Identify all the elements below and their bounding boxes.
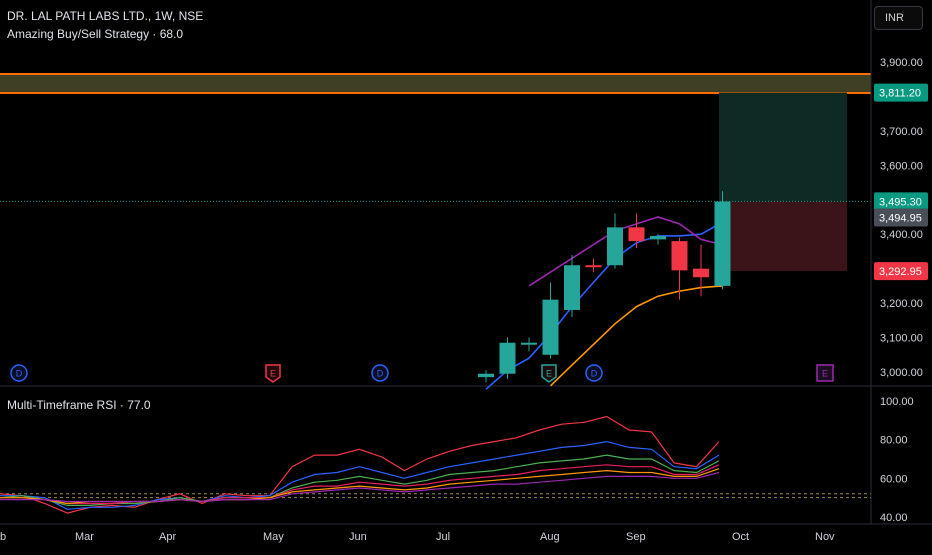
time-tick-label: Jul: [436, 531, 450, 543]
candle: [693, 244, 709, 297]
event-marker-shape: [816, 364, 834, 382]
rsi-series-line: [0, 415, 720, 514]
candle-body: [650, 235, 666, 240]
event-marker-label: E: [270, 369, 276, 379]
rsi-tick-label: 80.00: [880, 435, 908, 447]
event-marker-shape: [265, 364, 281, 383]
candle: [714, 191, 731, 290]
slow-moving-average-line: [549, 285, 723, 387]
price-tick-label: 3,600.00: [880, 160, 923, 172]
rsi-tick-label: 40.00: [880, 512, 908, 524]
rsi-legend[interactable]: Multi-Timeframe RSI · 77.0: [7, 398, 151, 412]
candle-body: [693, 268, 709, 278]
price-tag: 3,292.95: [874, 262, 928, 281]
candle-body: [564, 265, 580, 310]
candle: [564, 254, 580, 317]
candle: [585, 258, 602, 273]
earnings-event-icon: E: [816, 364, 834, 382]
candle-body: [585, 265, 602, 268]
rsi-series-line: [0, 454, 720, 506]
candle-body: [542, 299, 559, 355]
time-tick-label: Jun: [349, 531, 367, 543]
dividend-event-icon: D: [585, 364, 603, 382]
time-tick-label: Aug: [540, 531, 560, 543]
price-tick-label: 3,400.00: [880, 229, 923, 241]
symbol-title: DR. LAL PATH LABS LTD., 1W, NSE: [7, 9, 204, 23]
candle-body: [714, 201, 731, 286]
candle: [499, 337, 516, 379]
candle-body: [607, 227, 623, 266]
fast-moving-average-line: [485, 221, 723, 390]
dividend-event-icon: D: [10, 364, 28, 382]
price-tag-label: 3,292.95: [879, 266, 922, 278]
mid-moving-average-line: [528, 216, 723, 287]
time-tick-label: Sep: [626, 531, 646, 543]
candle: [650, 234, 666, 245]
strategy-legend[interactable]: Amazing Buy/Sell Strategy · 68.0: [7, 27, 184, 41]
price-tag-label: 3,811.20: [879, 88, 921, 100]
price-tag-background: [874, 83, 928, 102]
rsi-series-line: [0, 468, 720, 505]
event-marker-shape: [541, 364, 557, 383]
price-tag: 3,811.20: [874, 83, 928, 102]
price-tag-label: 3,495.30: [879, 196, 922, 208]
rsi-series-line: [0, 440, 720, 510]
price-tick-label: 3,100.00: [880, 333, 923, 345]
event-marker-shape: [10, 364, 28, 382]
candle-body: [499, 342, 516, 374]
candle-body: [478, 373, 494, 378]
price-tag: 3,494.95: [874, 208, 928, 227]
price-tick-label: 3,200.00: [880, 298, 923, 310]
price-tag-background: [874, 208, 928, 227]
price-tick-label: 3,700.00: [880, 126, 923, 138]
candle: [542, 282, 559, 359]
price-tag: 3,495.30: [874, 192, 928, 211]
time-tick-label: Oct: [732, 531, 749, 543]
event-marker-shape: [371, 364, 389, 382]
price-tag-background: [874, 192, 928, 211]
stop-zone: [719, 201, 847, 272]
time-tick-label: b: [0, 531, 6, 543]
price-tag-label: 3,494.95: [879, 213, 922, 225]
rsi-series-line: [0, 471, 720, 503]
rsi-tick-label: 100.00: [880, 396, 914, 408]
event-marker-label: E: [822, 369, 828, 379]
dividend-event-icon: D: [371, 364, 389, 382]
candle: [607, 213, 623, 269]
price-tick-label: 3,000.00: [880, 367, 923, 379]
candle-body: [671, 241, 688, 271]
earnings-event-icon: E: [541, 364, 557, 383]
candle: [478, 370, 494, 383]
price-tick-label: 3,900.00: [880, 57, 923, 69]
event-marker-label: D: [591, 369, 598, 379]
candle-body: [521, 342, 537, 345]
earnings-event-icon: E: [265, 364, 281, 383]
event-marker-label: D: [377, 369, 384, 379]
candle-body: [628, 227, 645, 242]
currency-button[interactable]: INR: [874, 6, 923, 30]
resistance-zone: [0, 74, 871, 93]
time-tick-label: May: [263, 531, 284, 543]
event-marker-label: D: [16, 369, 23, 379]
rsi-series-line: [0, 464, 720, 505]
time-tick-label: Mar: [75, 531, 94, 543]
time-tick-label: Apr: [159, 531, 176, 543]
candle: [521, 337, 537, 352]
event-marker-label: E: [546, 369, 552, 379]
time-tick-label: Nov: [815, 531, 835, 543]
rsi-tick-label: 60.00: [880, 473, 908, 485]
candle: [671, 237, 688, 300]
price-tag-background: [874, 262, 928, 281]
event-marker-shape: [585, 364, 603, 382]
candle: [628, 213, 645, 248]
target-zone: [719, 92, 847, 202]
